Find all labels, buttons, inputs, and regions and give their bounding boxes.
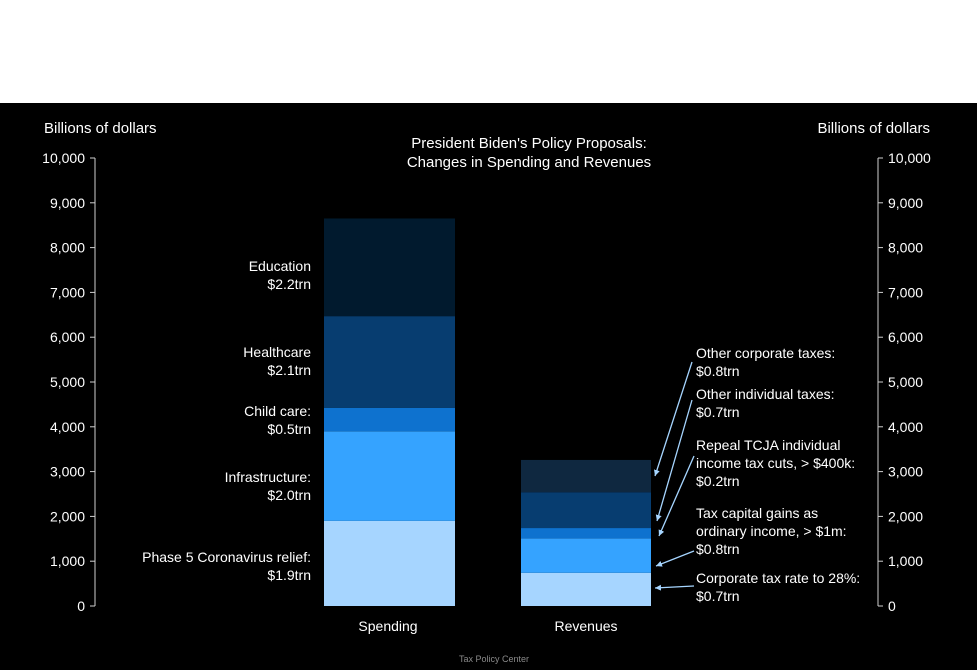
left-y-tick-label: 1,000 <box>50 553 85 569</box>
right-y-tick-label: 0 <box>888 598 896 614</box>
bar-segment-revenues-4 <box>521 459 651 493</box>
left-y-tick-label: 7,000 <box>50 284 85 300</box>
annotation-arrow-revenues-1 <box>655 550 695 567</box>
right-y-tick-label: 7,000 <box>888 284 923 300</box>
bar-segment-revenues-2 <box>521 528 651 539</box>
chart-title-line-1: President Biden's Policy Proposals: <box>411 135 646 152</box>
annotation-arrow-revenues-2 <box>658 455 695 537</box>
segment-label-spending-0: Phase 5 Coronavirus relief: <box>142 549 311 565</box>
right-y-tick-label: 5,000 <box>888 374 923 390</box>
right-y-tick-label: 4,000 <box>888 419 923 435</box>
segment-label-revenues-3: Other individual taxes: <box>696 386 835 402</box>
segment-label-revenues-1: $0.8trn <box>696 541 740 557</box>
bar-segment-spending-3 <box>324 316 455 408</box>
right-y-tick-label: 6,000 <box>888 329 923 345</box>
left-y-tick-label: 8,000 <box>50 240 85 256</box>
segment-labels-group: Phase 5 Coronavirus relief: $1.9trn Infras… <box>142 258 860 604</box>
segment-label-revenues-4: Other corporate taxes: <box>696 345 835 361</box>
segment-label-revenues-1: Tax capital gains as <box>696 505 818 521</box>
bars-group <box>324 218 651 606</box>
annotation-arrow-revenues-4 <box>653 361 693 477</box>
segment-label-spending-4: Education <box>249 258 311 274</box>
x-category-label: Revenues <box>554 618 617 634</box>
annotation-arrow-revenues-3 <box>655 399 693 522</box>
bar-segment-spending-0 <box>324 520 455 606</box>
left-y-tick-label: 6,000 <box>50 329 85 345</box>
left-y-tick-label: 5,000 <box>50 374 85 390</box>
segment-label-spending-3: Healthcare <box>243 344 311 360</box>
source-note: Tax Policy Center <box>459 654 529 664</box>
right-y-tick-label: 1,000 <box>888 553 923 569</box>
bar-segment-revenues-0 <box>521 572 651 606</box>
right-y-tick-label: 9,000 <box>888 195 923 211</box>
right-y-tick-label: 2,000 <box>888 508 923 524</box>
segment-label-spending-1: Infrastructure: <box>225 469 311 485</box>
segment-label-revenues-0: $0.7trn <box>696 588 740 604</box>
right-y-tick-label: 8,000 <box>888 240 923 256</box>
bar-segment-revenues-1 <box>521 538 651 573</box>
chart-title-line-2: Changes in Spending and Revenues <box>407 154 651 171</box>
right-y-tick-label: 3,000 <box>888 464 923 480</box>
segment-label-revenues-3: $0.7trn <box>696 404 740 420</box>
left-y-tick-label: 9,000 <box>50 195 85 211</box>
segment-label-spending-2: $0.5trn <box>267 421 311 437</box>
segment-label-spending-4: $2.2trn <box>267 276 311 292</box>
bar-segment-revenues-3 <box>521 492 651 529</box>
annotation-arrow-revenues-0 <box>654 584 695 591</box>
left-y-tick-label: 3,000 <box>50 464 85 480</box>
left-y-tick-label: 10,000 <box>42 150 85 166</box>
bar-segment-spending-2 <box>324 407 455 432</box>
left-y-tick-label: 2,000 <box>50 508 85 524</box>
axes-group: 0 0 1,000 1,000 2,000 2,000 3,000 3,000 4,000 4,0… <box>42 150 931 634</box>
segment-label-spending-0: $1.9trn <box>267 567 311 583</box>
segment-label-revenues-2: Repeal TCJA individual <box>696 437 841 453</box>
right-axis-title: Billions of dollars <box>817 120 930 137</box>
left-y-tick-label: 4,000 <box>50 419 85 435</box>
x-category-label: Spending <box>358 618 417 634</box>
left-axis-title: Billions of dollars <box>44 120 157 137</box>
segment-label-spending-1: $2.0trn <box>267 487 311 503</box>
chart-panel <box>0 103 977 670</box>
segment-label-revenues-2: $0.2trn <box>696 473 740 489</box>
left-y-tick-label: 0 <box>77 598 85 614</box>
segment-label-revenues-4: $0.8trn <box>696 363 740 379</box>
right-y-tick-label: 10,000 <box>888 150 931 166</box>
bar-segment-spending-4 <box>324 218 455 317</box>
segment-label-revenues-0: Corporate tax rate to 28%: <box>696 570 860 586</box>
segment-label-revenues-1: ordinary income, > $1m: <box>696 523 847 539</box>
segment-label-spending-2: Child care: <box>244 403 311 419</box>
segment-label-spending-3: $2.1trn <box>267 362 311 378</box>
bar-segment-spending-1 <box>324 431 455 521</box>
segment-label-revenues-2: income tax cuts, > $400k: <box>696 455 855 471</box>
